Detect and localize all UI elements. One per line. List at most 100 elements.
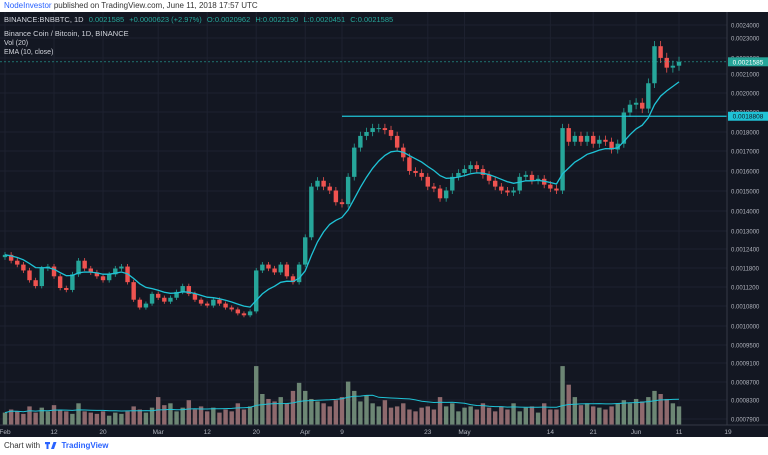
volume-bar — [633, 398, 639, 425]
volume-bar — [223, 409, 228, 425]
volume-bar — [499, 406, 504, 425]
candle-body — [143, 303, 149, 308]
volume-bar — [450, 403, 455, 425]
volume-bar — [162, 405, 167, 425]
ema-line — [4, 81, 680, 308]
candle-body — [284, 264, 290, 277]
candle-body — [621, 112, 627, 144]
volume-bar — [266, 398, 271, 425]
y-tick-label: 0.0020000 — [731, 92, 760, 98]
volume-bar — [609, 406, 614, 425]
x-tick-label: 12 — [204, 429, 212, 436]
volume-bar — [560, 366, 565, 425]
volume-bar — [572, 397, 578, 425]
candle-body — [39, 268, 44, 287]
candle-body — [407, 157, 412, 171]
volume-bar — [2, 412, 8, 425]
volume-bars — [2, 366, 682, 425]
candle-body — [272, 268, 277, 273]
candle-body — [431, 186, 437, 189]
candle-body — [468, 165, 473, 170]
candle-body — [100, 276, 106, 281]
author-link[interactable]: NodeInvestor — [4, 1, 52, 10]
volume-bar — [296, 382, 302, 425]
volume-bar — [584, 403, 590, 425]
y-tick-label: 0.0017000 — [731, 150, 760, 156]
volume-bar — [480, 403, 486, 425]
footer-prefix: Chart with — [4, 441, 41, 450]
y-tick-label: 0.0023000 — [731, 37, 760, 43]
volume-bar — [309, 398, 314, 425]
y-tick-label: 0.0013000 — [731, 230, 760, 236]
volume-bar — [462, 407, 467, 425]
volume-bar — [57, 409, 63, 425]
x-tick-label: 20 — [253, 429, 261, 436]
candle-body — [658, 46, 663, 58]
candle-body — [186, 286, 192, 294]
candle-body — [137, 299, 143, 308]
candle-body — [480, 169, 486, 175]
candle-body — [94, 272, 100, 277]
indicator-volume-label[interactable]: Vol (20) — [4, 40, 28, 47]
volume-bar — [431, 409, 437, 425]
candle-body — [584, 135, 590, 142]
chart-area[interactable]: 0.00240000.00230000.00220000.00210000.00… — [0, 12, 768, 437]
y-tick-label: 0.0008300 — [731, 399, 760, 405]
candle-body — [382, 128, 388, 131]
candle-body — [192, 293, 198, 300]
candle-body — [609, 141, 614, 150]
candle-body — [235, 309, 241, 314]
volume-bar — [486, 407, 492, 425]
resistance-text: 0.0018808 — [733, 114, 764, 121]
volume-bar — [541, 403, 547, 425]
close-label-value: C:0.0021585 — [350, 15, 393, 24]
y-axis-panel[interactable] — [727, 12, 768, 425]
volume-bar — [523, 407, 529, 425]
x-axis-ticks: Feb 12 20 Mar 12 20 Apr 9 23 May 14 21 Jun 11 19 — [0, 429, 732, 436]
candle-body — [106, 274, 112, 281]
x-tick-label: 23 — [424, 429, 432, 436]
volume-bar — [401, 403, 406, 425]
candle-body — [450, 176, 455, 191]
volume-bar — [192, 409, 198, 425]
x-tick-label: 12 — [50, 429, 58, 436]
candle-body — [511, 190, 516, 193]
volume-bar — [290, 390, 296, 425]
candle-body — [572, 135, 578, 142]
volume-bar — [578, 405, 584, 425]
candle-body — [33, 280, 38, 287]
candle-body — [437, 188, 443, 199]
volume-bar — [45, 411, 51, 425]
volume-bar — [64, 411, 69, 425]
volume-bar — [217, 412, 222, 425]
volume-bar — [529, 406, 535, 425]
volume-bar — [155, 397, 161, 425]
volume-bar — [119, 413, 124, 425]
candle-body — [394, 135, 400, 148]
x-tick-label: May — [458, 429, 471, 436]
volume-bar — [100, 411, 106, 425]
y-tick-label: 0.0014000 — [731, 210, 760, 216]
volume-bar — [352, 390, 357, 425]
volume-bar — [670, 403, 676, 425]
y-tick-label: 0.0010000 — [731, 325, 760, 331]
volume-bar — [407, 409, 412, 425]
volume-bar — [413, 411, 418, 425]
y-tick-label: 0.0021000 — [731, 73, 760, 79]
high-value: H:0.0022190 — [255, 15, 298, 24]
candle-body — [456, 172, 461, 177]
volume-bar — [198, 406, 204, 425]
x-axis-panel[interactable] — [0, 425, 768, 437]
candle-body — [652, 46, 657, 84]
candlestick-chart[interactable]: 0.00240000.00230000.00220000.00210000.00… — [0, 12, 768, 437]
y-tick-label: 0.0009100 — [731, 362, 760, 368]
candle-body — [425, 176, 430, 187]
volume-bar — [443, 406, 449, 425]
candles — [2, 40, 682, 318]
indicator-ema-label[interactable]: EMA (10, close) — [4, 49, 53, 56]
candle-body — [168, 297, 173, 302]
tradingview-link[interactable]: TradingView — [61, 441, 109, 450]
candle-body — [241, 313, 247, 316]
y-tick-label: 0.0024000 — [731, 24, 760, 30]
change-value: +0.0000623 (+2.97%) — [129, 15, 202, 24]
